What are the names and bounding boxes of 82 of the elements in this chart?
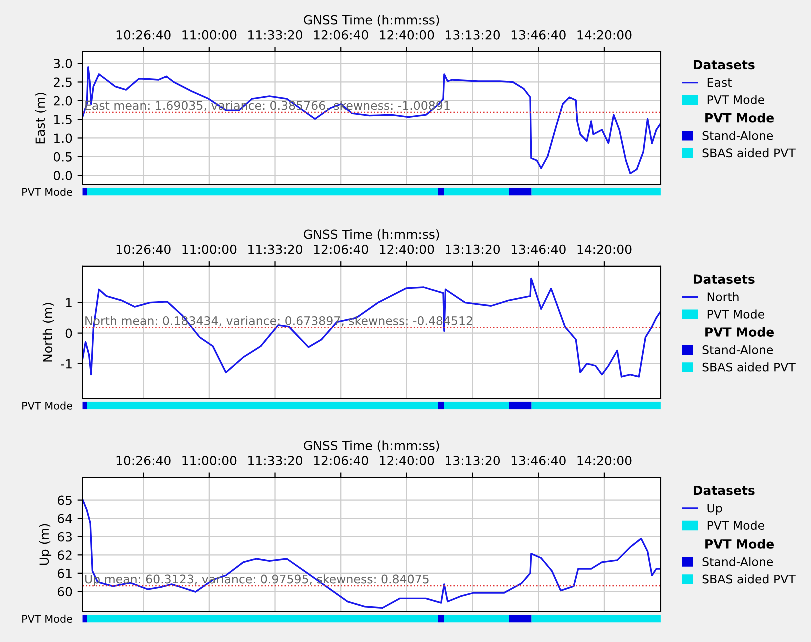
bar bbox=[82, 402, 88, 410]
x-tick-label: 12:06:40 bbox=[314, 30, 368, 40]
legend-label: SBAS aided PVT bbox=[702, 362, 796, 372]
y-tick-label: 60 bbox=[58, 587, 72, 597]
y-tick-label: 1 bbox=[66, 298, 72, 308]
y-axis-title: East (m) bbox=[35, 93, 47, 144]
bar bbox=[82, 615, 88, 623]
legend-title: PVT Mode bbox=[706, 113, 774, 123]
bar bbox=[509, 615, 532, 623]
bar bbox=[87, 402, 438, 410]
y-tick-label: 61 bbox=[58, 568, 72, 578]
x-tick-label: 12:06:40 bbox=[314, 244, 368, 254]
line-series bbox=[82, 498, 661, 610]
legend-title: PVT Mode bbox=[706, 539, 774, 549]
category-label: PVT Mode bbox=[708, 310, 764, 319]
y-tick-label: PVT Mode bbox=[22, 402, 72, 410]
x-tick-label: 14:20:00 bbox=[578, 244, 632, 254]
legend-label: North bbox=[708, 292, 739, 302]
y-tick-label: 0.0 bbox=[54, 171, 72, 180]
y-axis-title: Up (m) bbox=[39, 524, 52, 566]
x-tick-label: 12:40:00 bbox=[380, 244, 434, 254]
x-tick-label: 11:00:00 bbox=[182, 244, 237, 254]
bar bbox=[532, 615, 661, 623]
x-tick-label: 13:46:40 bbox=[512, 244, 566, 254]
bar bbox=[444, 615, 510, 623]
x-tick-label: 12:40:00 bbox=[380, 30, 434, 40]
x-tick-label: 13:13:20 bbox=[446, 456, 500, 466]
line-series bbox=[82, 66, 661, 175]
bar bbox=[438, 615, 444, 623]
legend-label: Stand-Alone bbox=[702, 557, 774, 566]
y-axis-title: North (m) bbox=[42, 303, 54, 362]
bar bbox=[444, 402, 510, 410]
y-tick-label: 62 bbox=[58, 550, 72, 560]
legend-label: SBAS aided PVT bbox=[702, 148, 796, 158]
legend-label: SBAS aided PVT bbox=[702, 574, 796, 584]
legend-label: East bbox=[708, 78, 732, 88]
x-tick-label: 11:33:20 bbox=[248, 244, 302, 254]
y-tick-label: 64 bbox=[58, 514, 72, 524]
legend-title: PVT Mode bbox=[706, 327, 774, 337]
x-tick-label: 13:13:20 bbox=[446, 244, 500, 254]
x-tick-label: 10:26:40 bbox=[116, 244, 171, 254]
y-tick-label: 2.5 bbox=[54, 78, 72, 88]
x-tick-label: 12:40:00 bbox=[380, 456, 434, 466]
bar bbox=[438, 402, 444, 410]
y-tick-label: 0 bbox=[66, 328, 72, 338]
bar bbox=[87, 615, 438, 623]
x-tick-label: 11:33:20 bbox=[248, 456, 302, 466]
line-series bbox=[82, 278, 661, 378]
x-axis-title: GNSS Time (h:mm:ss) bbox=[304, 230, 440, 241]
legend-title: Datasets bbox=[694, 274, 755, 284]
x-tick-label: 11:00:00 bbox=[182, 30, 237, 40]
category-label: PVT Mode bbox=[708, 95, 764, 104]
x-tick-label: 12:06:40 bbox=[314, 456, 368, 466]
y-tick-label: PVT Mode bbox=[22, 188, 72, 196]
bar bbox=[532, 402, 661, 410]
legend-title: Datasets bbox=[694, 486, 755, 496]
legend-label: Stand-Alone bbox=[702, 345, 774, 354]
x-tick-label: 10:26:40 bbox=[116, 30, 171, 40]
category-label: PVT Mode bbox=[708, 520, 764, 530]
x-tick-label: 14:20:00 bbox=[578, 30, 632, 40]
y-tick-label: 1.5 bbox=[54, 115, 72, 124]
legend-label: Stand-Alone bbox=[702, 131, 774, 140]
x-axis-title: GNSS Time (h:mm:ss) bbox=[304, 15, 440, 26]
y-tick-label: 2.0 bbox=[54, 96, 72, 106]
x-tick-label: 13:46:40 bbox=[512, 456, 566, 466]
x-axis-title: GNSS Time (h:mm:ss) bbox=[304, 440, 440, 452]
x-tick-label: 13:13:20 bbox=[446, 30, 500, 40]
y-tick-label: 65 bbox=[58, 496, 72, 506]
y-tick-label: 3.0 bbox=[54, 59, 72, 68]
x-tick-label: 10:26:40 bbox=[116, 456, 171, 466]
y-tick-label: PVT Mode bbox=[22, 614, 72, 623]
x-tick-label: 11:00:00 bbox=[182, 456, 237, 466]
y-tick-label: 1.0 bbox=[54, 134, 72, 144]
x-tick-label: 11:33:20 bbox=[248, 30, 302, 40]
bar bbox=[509, 402, 532, 410]
x-tick-label: 14:20:00 bbox=[578, 456, 632, 466]
y-tick-label: 63 bbox=[58, 532, 72, 542]
x-tick-label: 13:46:40 bbox=[512, 30, 566, 40]
y-tick-label: 0.5 bbox=[54, 152, 72, 162]
y-tick-label: -1 bbox=[61, 360, 72, 369]
legend-label: Up bbox=[708, 504, 722, 516]
legend-title: Datasets bbox=[694, 60, 755, 70]
